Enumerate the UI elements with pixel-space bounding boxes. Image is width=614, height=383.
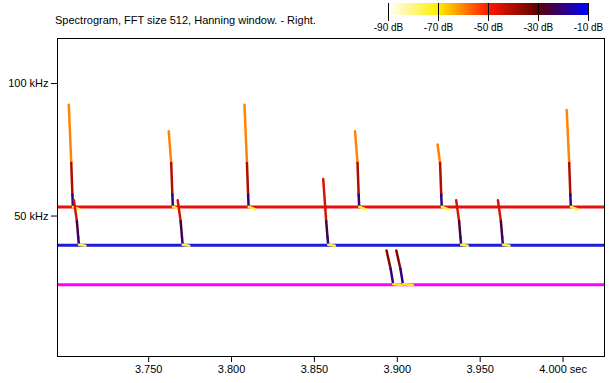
svg-text:4.000 sec: 4.000 sec (539, 363, 587, 375)
html-text:Spectrogram, FFT size 512, Han: Spectrogram, FFT size 512, Hanning windo… (55, 14, 316, 26)
svg-text:100 kHz: 100 kHz (8, 77, 48, 89)
svg-text:3.900: 3.900 (384, 363, 412, 375)
svg-text:-50 dB: -50 dB (474, 22, 504, 33)
svg-text:-10 dB: -10 dB (574, 22, 604, 33)
svg-text:-30 dB: -30 dB (524, 22, 554, 33)
svg-text:3.800: 3.800 (218, 363, 246, 375)
svg-text:3.750: 3.750 (135, 363, 163, 375)
svg-text:50 kHz: 50 kHz (14, 210, 48, 222)
svg-text:-70 dB: -70 dB (424, 22, 454, 33)
svg-text:-90 dB: -90 dB (374, 22, 404, 33)
svg-text:3.950: 3.950 (466, 363, 494, 375)
svg-text:3.850: 3.850 (301, 363, 329, 375)
